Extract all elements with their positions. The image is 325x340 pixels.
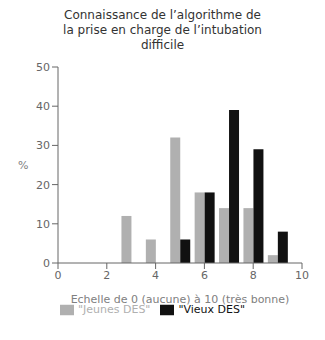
html-text:"Jeunes DES": "Jeunes DES" [78,303,151,316]
svg-text:2: 2 [103,269,110,282]
svg-text:6: 6 [201,269,208,282]
html-text:"Vieux DES": "Vieux DES" [178,303,245,316]
html-text:la prise en charge de l’intuba: la prise en charge de l’intubation [63,23,262,37]
svg-text:Echelle de 0 (aucune) à 10 (tr: Echelle de 0 (aucune) à 10 (très bonne) [71,293,290,306]
svg-text:%: % [18,159,28,172]
html-text:difficile: difficile [140,38,185,52]
svg-text:4: 4 [152,269,159,282]
svg-text:50: 50 [36,61,50,74]
svg-text:0: 0 [43,257,50,270]
svg-text:0: 0 [55,269,62,282]
svg-text:40: 40 [36,100,50,113]
svg-text:30: 30 [36,139,50,152]
svg-text:20: 20 [36,179,50,192]
html-text:Connaissance de l’algorithme d: Connaissance de l’algorithme de [64,8,261,22]
svg-text:10: 10 [295,269,309,282]
svg-text:8: 8 [250,269,257,282]
svg-text:10: 10 [36,218,50,231]
